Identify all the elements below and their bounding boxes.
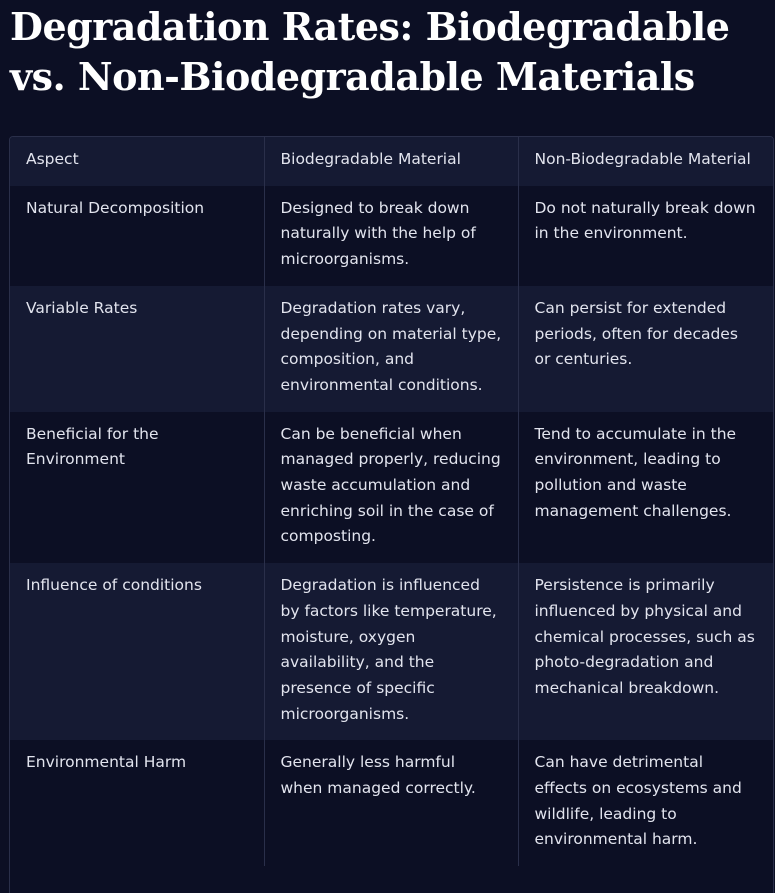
table-row: Natural Decomposition Designed to break … <box>10 185 773 286</box>
row-non-biodegradable: Can persist for extended periods, often … <box>518 285 773 412</box>
row-aspect: Environmental Harm <box>10 740 265 867</box>
page-title: Degradation Rates: Biodegradable vs. Non… <box>10 4 730 99</box>
row-biodegradable: Can be beneficial when managed properly,… <box>264 411 519 564</box>
row-aspect: Beneficial for the Environment <box>10 411 265 564</box>
row-non-biodegradable: Tend to accumulate in the environment, l… <box>518 411 773 564</box>
table-row: Environmental Harm Generally less harmfu… <box>10 740 773 867</box>
row-non-biodegradable: Persistence is primarily influenced by p… <box>518 563 773 741</box>
table-row: Variable Rates Degradation rates vary, d… <box>10 285 773 412</box>
row-aspect: Variable Rates <box>10 285 265 412</box>
header-aspect: Aspect <box>10 137 265 186</box>
row-aspect: Natural Decomposition <box>10 185 265 286</box>
header-biodegradable: Biodegradable Material <box>264 137 519 186</box>
table-header-row: Aspect Biodegradable Material Non-Biodeg… <box>10 137 773 186</box>
table-row: Influence of conditions Degradation is i… <box>10 563 773 741</box>
row-biodegradable: Degradation rates vary, depending on mat… <box>264 285 519 412</box>
degradation-table: Aspect Biodegradable Material Non-Biodeg… <box>10 137 773 867</box>
comparison-table: Aspect Biodegradable Material Non-Biodeg… <box>9 136 774 893</box>
row-aspect: Influence of conditions <box>10 563 265 741</box>
row-biodegradable: Degradation is influenced by factors lik… <box>264 563 519 741</box>
row-biodegradable: Designed to break down naturally with th… <box>264 185 519 286</box>
row-non-biodegradable: Do not naturally break down in the envir… <box>518 185 773 286</box>
row-biodegradable: Generally less harmful when managed corr… <box>264 740 519 867</box>
table-row: Beneficial for the Environment Can be be… <box>10 411 773 564</box>
header-non-biodegradable: Non-Biodegradable Material <box>518 137 773 186</box>
row-non-biodegradable: Can have detrimental effects on ecosyste… <box>518 740 773 867</box>
